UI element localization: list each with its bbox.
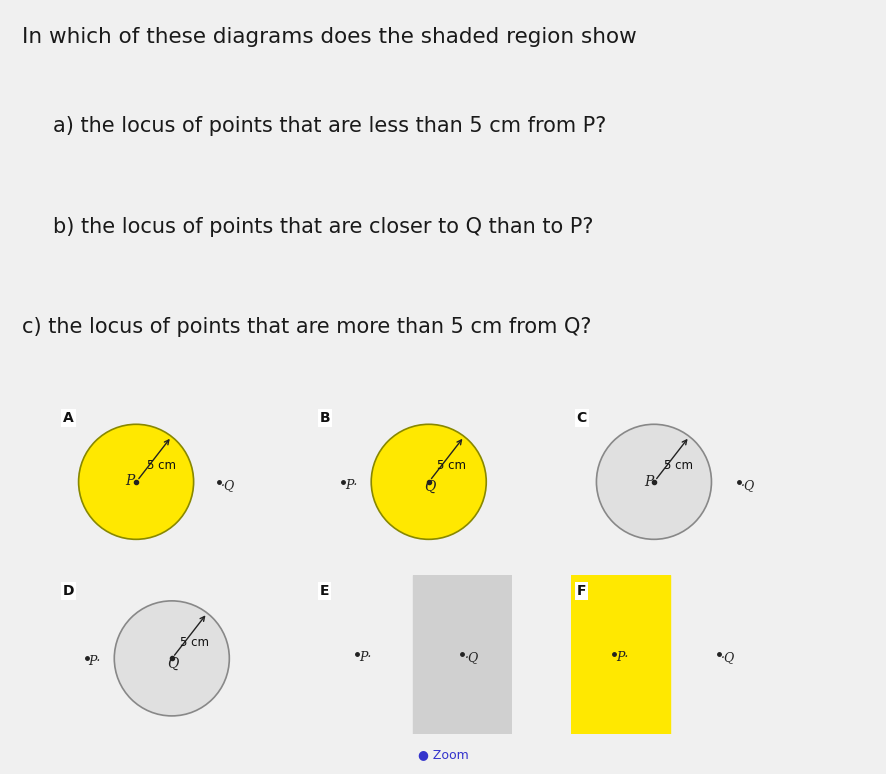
Text: ● Zoom: ● Zoom: [417, 748, 469, 761]
Text: P: P: [125, 474, 135, 488]
Circle shape: [114, 601, 229, 716]
Text: a) the locus of points that are less than 5 cm from P?: a) the locus of points that are less tha…: [53, 116, 607, 136]
Text: B: B: [320, 412, 330, 426]
Bar: [571, 575, 670, 734]
Text: 5 cm: 5 cm: [437, 459, 466, 472]
Text: D: D: [63, 584, 74, 598]
Text: P·: P·: [360, 652, 372, 664]
Text: P·: P·: [346, 479, 358, 491]
Text: C: C: [577, 412, 587, 426]
Circle shape: [596, 424, 711, 539]
Text: A: A: [63, 412, 74, 426]
Text: Q: Q: [424, 480, 435, 494]
Text: ·Q: ·Q: [464, 652, 478, 664]
Circle shape: [79, 424, 194, 539]
Text: 5 cm: 5 cm: [664, 459, 693, 472]
Text: In which of these diagrams does the shaded region show: In which of these diagrams does the shad…: [22, 27, 637, 47]
Circle shape: [371, 424, 486, 539]
Text: F: F: [577, 584, 587, 598]
Text: b) the locus of points that are closer to Q than to P?: b) the locus of points that are closer t…: [53, 217, 594, 237]
Text: P: P: [644, 474, 653, 489]
Text: ·Q: ·Q: [721, 652, 735, 664]
Text: P·: P·: [89, 656, 101, 668]
Text: 5 cm: 5 cm: [180, 636, 209, 649]
Text: E: E: [320, 584, 330, 598]
Text: c) the locus of points that are more than 5 cm from Q?: c) the locus of points that are more tha…: [22, 317, 592, 337]
Text: 5 cm: 5 cm: [147, 459, 176, 472]
Bar: [413, 575, 512, 734]
Text: ·Q: ·Q: [742, 479, 756, 491]
Text: Q: Q: [167, 657, 178, 671]
Text: P·: P·: [617, 652, 629, 664]
Text: ·Q: ·Q: [222, 479, 236, 491]
